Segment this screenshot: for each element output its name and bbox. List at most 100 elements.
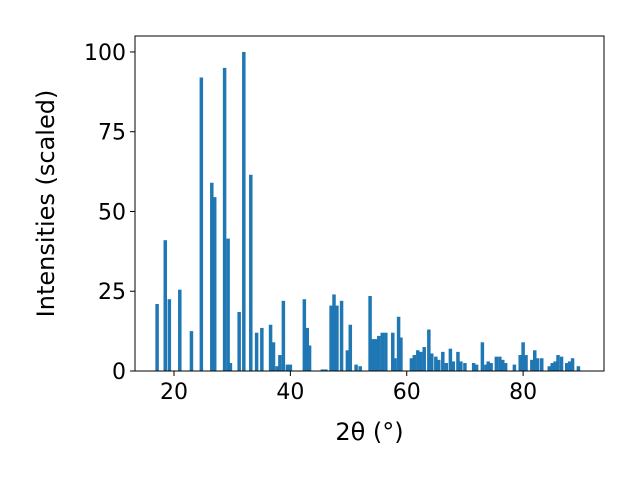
bar	[494, 356, 499, 371]
bar	[380, 332, 385, 371]
bar	[348, 324, 353, 371]
bar	[332, 294, 336, 371]
bar	[565, 363, 569, 371]
bar	[335, 305, 339, 371]
bar	[324, 369, 328, 371]
bar	[559, 356, 564, 371]
bar	[254, 332, 259, 371]
bar	[412, 355, 417, 371]
bar	[228, 363, 233, 371]
bar	[242, 51, 246, 371]
bar	[539, 358, 544, 371]
bar	[434, 356, 438, 371]
y-tick-label: 75	[98, 121, 126, 146]
bar	[471, 363, 476, 371]
bar	[320, 369, 325, 371]
bar	[271, 342, 276, 371]
bar	[459, 361, 463, 371]
plot-area	[155, 51, 581, 372]
bar	[178, 289, 182, 371]
bar	[451, 361, 456, 371]
bar	[391, 332, 395, 371]
y-axis-label: Intensities (scaled)	[32, 90, 60, 318]
bar	[155, 304, 159, 371]
bar	[567, 361, 572, 371]
bar	[399, 337, 403, 371]
bar	[418, 351, 423, 371]
bar	[339, 300, 344, 371]
bar	[222, 67, 227, 372]
bar	[448, 348, 453, 371]
bar	[553, 361, 557, 371]
bar	[212, 197, 217, 371]
y-tick-label: 100	[84, 41, 126, 66]
bar	[268, 324, 273, 371]
bar	[354, 364, 358, 371]
y-tick-label: 50	[98, 200, 126, 225]
bar	[377, 335, 381, 371]
bar	[345, 350, 350, 371]
bar	[278, 355, 282, 371]
bar	[384, 332, 388, 371]
bar	[503, 363, 508, 371]
bar	[396, 316, 401, 371]
x-tick-label: 40	[276, 380, 304, 405]
bar	[416, 350, 420, 371]
bar	[463, 363, 467, 371]
bar	[199, 77, 204, 371]
bar	[512, 364, 517, 371]
bar	[427, 329, 431, 371]
bar	[533, 350, 537, 371]
bar	[237, 311, 241, 371]
bar	[249, 174, 253, 371]
y-tick-label: 25	[98, 280, 126, 305]
bar	[302, 299, 307, 371]
bar	[570, 358, 575, 371]
bar	[368, 296, 372, 371]
x-tick-label: 20	[160, 380, 188, 405]
bar	[307, 345, 312, 371]
bar	[501, 359, 505, 371]
bar	[535, 358, 540, 371]
bar	[260, 327, 264, 371]
bar	[444, 363, 449, 371]
bar	[480, 342, 485, 371]
bar	[288, 364, 293, 371]
bar	[163, 240, 168, 371]
bar	[576, 366, 581, 371]
bar	[518, 355, 522, 371]
bar	[524, 355, 528, 371]
bar	[498, 356, 502, 371]
bar	[474, 364, 479, 371]
x-tick-label: 60	[393, 380, 421, 405]
bar	[210, 182, 214, 371]
y-tick-label: 0	[112, 360, 126, 385]
bar	[441, 351, 445, 371]
bar	[305, 327, 309, 371]
bar	[484, 364, 488, 371]
bar	[489, 363, 493, 371]
bar	[550, 363, 554, 371]
axes-frame	[134, 35, 605, 372]
bar	[486, 361, 490, 371]
bar	[430, 353, 434, 371]
bar	[371, 339, 375, 371]
bar	[358, 366, 362, 371]
bar	[281, 300, 286, 371]
bar	[189, 331, 194, 371]
bar	[422, 347, 426, 371]
bar	[374, 339, 378, 371]
bar	[436, 359, 441, 371]
bar	[556, 355, 560, 371]
bar	[275, 366, 279, 371]
bar	[521, 342, 525, 371]
bar	[329, 305, 333, 371]
bar	[530, 359, 534, 371]
bar	[226, 238, 230, 371]
bar	[167, 299, 172, 371]
bar	[456, 351, 460, 371]
x-axis-label: 2θ (°)	[335, 418, 403, 446]
x-tick-label: 80	[509, 380, 537, 405]
